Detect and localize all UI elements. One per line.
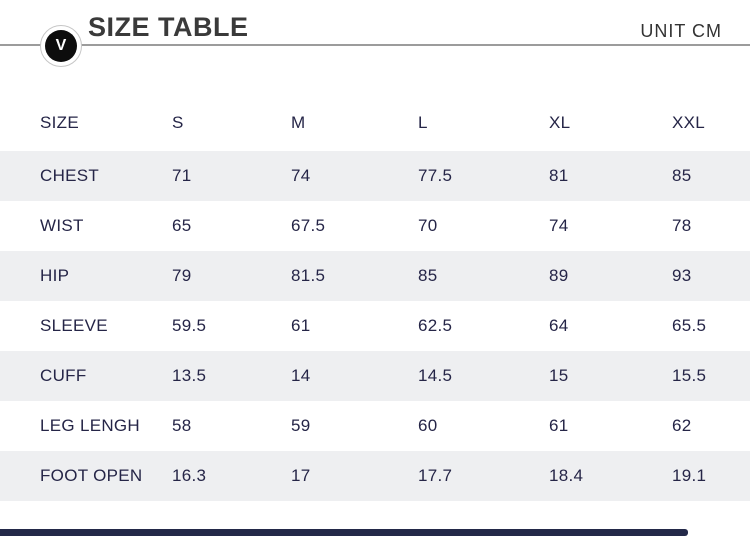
header-divider-line	[0, 44, 750, 46]
cell-value: 60	[418, 416, 438, 435]
cell-value: 61	[291, 316, 311, 335]
column-header-m: M	[291, 113, 306, 132]
column-header-size: SIZE	[40, 113, 79, 132]
cell-value: 81	[549, 166, 569, 185]
cell-value: 74	[291, 166, 311, 185]
cell-value: 61	[549, 416, 569, 435]
cell-value: 67.5	[291, 216, 326, 235]
cell-value: 77.5	[418, 166, 453, 185]
column-header-xl: XL	[549, 113, 571, 132]
table-row-foot-open: FOOT OPEN 16.3 17 17.7 18.4 19.1	[0, 451, 750, 501]
table-row-chest: CHEST 71 74 77.5 81 85	[0, 151, 750, 201]
v-badge-icon: V	[45, 30, 77, 62]
cell-value: 74	[549, 216, 569, 235]
column-header-s: S	[172, 113, 184, 132]
row-label: LEG LENGH	[40, 416, 141, 435]
cell-value: 58	[172, 416, 192, 435]
cell-value: 13.5	[172, 366, 207, 385]
cell-value: 70	[418, 216, 438, 235]
cell-value: 78	[672, 216, 692, 235]
cell-value: 59.5	[172, 316, 207, 335]
cell-value: 85	[672, 166, 692, 185]
cell-value: 17	[291, 466, 311, 485]
table-row-wist: WIST 65 67.5 70 74 78	[0, 201, 750, 251]
row-label: WIST	[40, 216, 84, 235]
row-label: CHEST	[40, 166, 100, 185]
cell-value: 15.5	[672, 366, 707, 385]
cell-value: 62	[672, 416, 692, 435]
cell-value: 15	[549, 366, 569, 385]
table-header-row: SIZE S M L XL XXL	[0, 95, 750, 151]
cell-value: 19.1	[672, 466, 707, 485]
cell-value: 16.3	[172, 466, 207, 485]
cell-value: 93	[672, 266, 692, 285]
cell-value: 17.7	[418, 466, 453, 485]
table-row-leg-length: LEG LENGH 58 59 60 61 62	[0, 401, 750, 451]
cell-value: 71	[172, 166, 192, 185]
size-table: SIZE S M L XL XXL CHEST 71 74 77.5 81 85…	[0, 95, 750, 501]
v-badge-letter: V	[55, 37, 67, 54]
cell-value: 81.5	[291, 266, 326, 285]
cell-value: 14	[291, 366, 311, 385]
cell-value: 64	[549, 316, 569, 335]
unit-label: UNIT CM	[640, 21, 722, 41]
table-row-sleeve: SLEEVE 59.5 61 62.5 64 65.5	[0, 301, 750, 351]
table-row-hip: HIP 79 81.5 85 89 93	[0, 251, 750, 301]
cell-value: 14.5	[418, 366, 453, 385]
row-label: SLEEVE	[40, 316, 108, 335]
cell-value: 89	[549, 266, 569, 285]
cell-value: 65.5	[672, 316, 707, 335]
cell-value: 18.4	[549, 466, 584, 485]
footer-accent-bar	[0, 529, 688, 536]
cell-value: 85	[418, 266, 438, 285]
cell-value: 59	[291, 416, 311, 435]
cell-value: 62.5	[418, 316, 453, 335]
cell-value: 65	[172, 216, 192, 235]
cell-value: 79	[172, 266, 192, 285]
table-row-cuff: CUFF 13.5 14 14.5 15 15.5	[0, 351, 750, 401]
row-label: CUFF	[40, 366, 87, 385]
page-title: SIZE TABLE	[88, 12, 249, 42]
column-header-xxl: XXL	[672, 113, 706, 132]
row-label: FOOT OPEN	[40, 466, 143, 485]
column-header-l: L	[418, 113, 428, 132]
row-label: HIP	[40, 266, 70, 285]
